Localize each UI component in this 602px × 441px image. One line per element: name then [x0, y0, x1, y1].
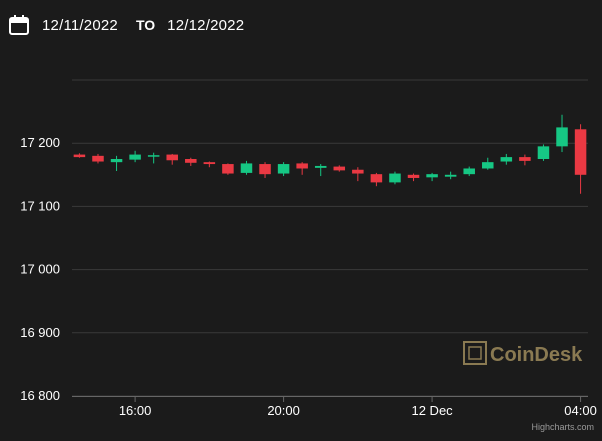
candle-body	[129, 154, 141, 160]
chart-credits[interactable]: Highcharts.com	[531, 422, 594, 432]
candle-body	[482, 162, 494, 169]
candle-body	[222, 164, 234, 174]
candle-down[interactable]	[203, 161, 216, 168]
candle-body	[407, 174, 420, 178]
x-tick-label: 04:00	[564, 403, 597, 418]
candle-body	[574, 129, 587, 175]
x-tick-label: 20:00	[267, 403, 300, 418]
candle-body	[185, 159, 197, 163]
candle-body	[426, 174, 438, 178]
candle-body	[314, 165, 327, 168]
candle-body	[370, 174, 383, 183]
candle-down[interactable]	[259, 162, 271, 178]
candle-up[interactable]	[240, 160, 253, 175]
candle-body	[444, 174, 457, 177]
candle-up[interactable]	[110, 155, 123, 172]
y-tick-label: 17 200	[20, 135, 60, 150]
candle-body	[537, 146, 550, 159]
candle-up[interactable]	[314, 164, 327, 177]
candle-up[interactable]	[482, 157, 494, 170]
candle-body	[147, 155, 160, 157]
candle-body	[240, 163, 253, 173]
candle-body	[73, 154, 86, 158]
date-range-bar: 12/11/2022 TO 12/12/2022	[8, 12, 244, 38]
coindesk-watermark: CoinDesk	[463, 341, 583, 366]
y-tick-label: 17 100	[20, 198, 60, 213]
candle-body	[519, 157, 531, 161]
candle-down[interactable]	[574, 124, 587, 194]
candle-down[interactable]	[519, 154, 531, 166]
candle-body	[463, 168, 475, 175]
candle-up[interactable]	[389, 171, 401, 185]
candle-down[interactable]	[222, 163, 234, 175]
candle-up[interactable]	[129, 150, 141, 163]
x-tick-label: 12 Dec	[411, 403, 453, 418]
candle-body	[389, 173, 401, 183]
candle-body	[500, 157, 513, 162]
candle-body	[110, 159, 123, 163]
candle-down[interactable]	[333, 165, 346, 172]
candle-body	[296, 163, 308, 169]
calendar-icon[interactable]	[8, 14, 30, 36]
candle-down[interactable]	[407, 173, 420, 182]
candle-down[interactable]	[166, 153, 178, 165]
candle-up[interactable]	[444, 171, 457, 180]
y-axis: 17 200 17 100 17 000 16 900 16 800	[20, 135, 60, 403]
candle-up[interactable]	[463, 166, 475, 177]
candle-body	[556, 127, 568, 147]
candle-up[interactable]	[500, 153, 513, 165]
candle-down[interactable]	[73, 153, 86, 158]
candle-down[interactable]	[92, 153, 104, 164]
candle-down[interactable]	[296, 162, 308, 175]
end-date[interactable]: 12/12/2022	[167, 16, 245, 34]
candles	[73, 114, 587, 194]
x-tick-label: 16:00	[119, 403, 152, 418]
candle-body	[92, 155, 104, 162]
candle-up[interactable]	[537, 144, 550, 161]
candle-body	[333, 166, 346, 171]
start-date[interactable]: 12/11/2022	[42, 16, 118, 34]
y-tick-label: 16 800	[20, 388, 60, 403]
candle-up[interactable]	[426, 172, 438, 182]
candle-body	[166, 154, 178, 161]
candle-body	[277, 164, 290, 174]
candle-body	[259, 164, 271, 175]
candle-down[interactable]	[185, 157, 197, 166]
watermark-text: CoinDesk	[490, 344, 583, 366]
y-tick-label: 17 000	[20, 262, 60, 277]
candle-up[interactable]	[147, 152, 160, 164]
candle-up[interactable]	[556, 114, 568, 153]
candle-down[interactable]	[352, 167, 364, 182]
candle-down[interactable]	[370, 172, 383, 187]
candle-body	[352, 169, 364, 174]
candle-up[interactable]	[277, 162, 290, 177]
range-separator: TO	[135, 17, 156, 33]
y-tick-label: 16 900	[20, 325, 60, 340]
candle-body	[203, 162, 216, 165]
